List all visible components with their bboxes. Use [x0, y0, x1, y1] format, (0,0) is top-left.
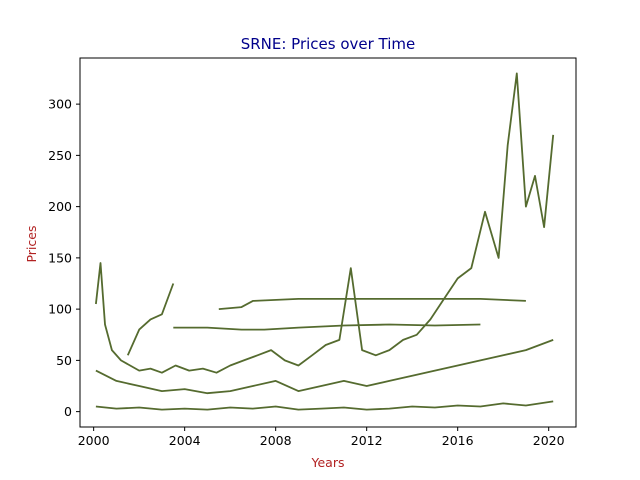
- y-tick-label: 200: [48, 199, 72, 214]
- series-line-1: [95, 339, 554, 395]
- x-tick-label: 2004: [169, 433, 201, 448]
- series-line-5: [95, 400, 554, 411]
- plot-frame: [79, 57, 577, 428]
- axes-layer: 2000 2004 2008 2012 2016 2020 0 50 100 150 200 250 3…: [48, 57, 577, 448]
- chart-title: SRNE: Prices over Time: [241, 35, 416, 53]
- y-axis-label: Prices: [24, 225, 39, 262]
- series-line-0: [95, 72, 555, 374]
- y-tick-label: 300: [48, 97, 72, 112]
- y-tick-label: 150: [48, 250, 72, 265]
- y-tick-label: 250: [48, 148, 72, 163]
- x-tick-label: 2000: [78, 433, 110, 448]
- y-tick-label: 0: [64, 404, 72, 419]
- series-line-4: [218, 298, 526, 310]
- series-line-3: [173, 323, 481, 331]
- y-tick-label: 50: [56, 353, 72, 368]
- series-line-2: [126, 283, 175, 356]
- x-tick-label: 2020: [533, 433, 565, 448]
- series-layer: [95, 72, 555, 411]
- y-tick-label: 100: [48, 302, 72, 317]
- x-axis-label: Years: [311, 455, 345, 470]
- x-tick-label: 2016: [442, 433, 474, 448]
- x-tick-label: 2008: [260, 433, 292, 448]
- x-tick-label: 2012: [351, 433, 383, 448]
